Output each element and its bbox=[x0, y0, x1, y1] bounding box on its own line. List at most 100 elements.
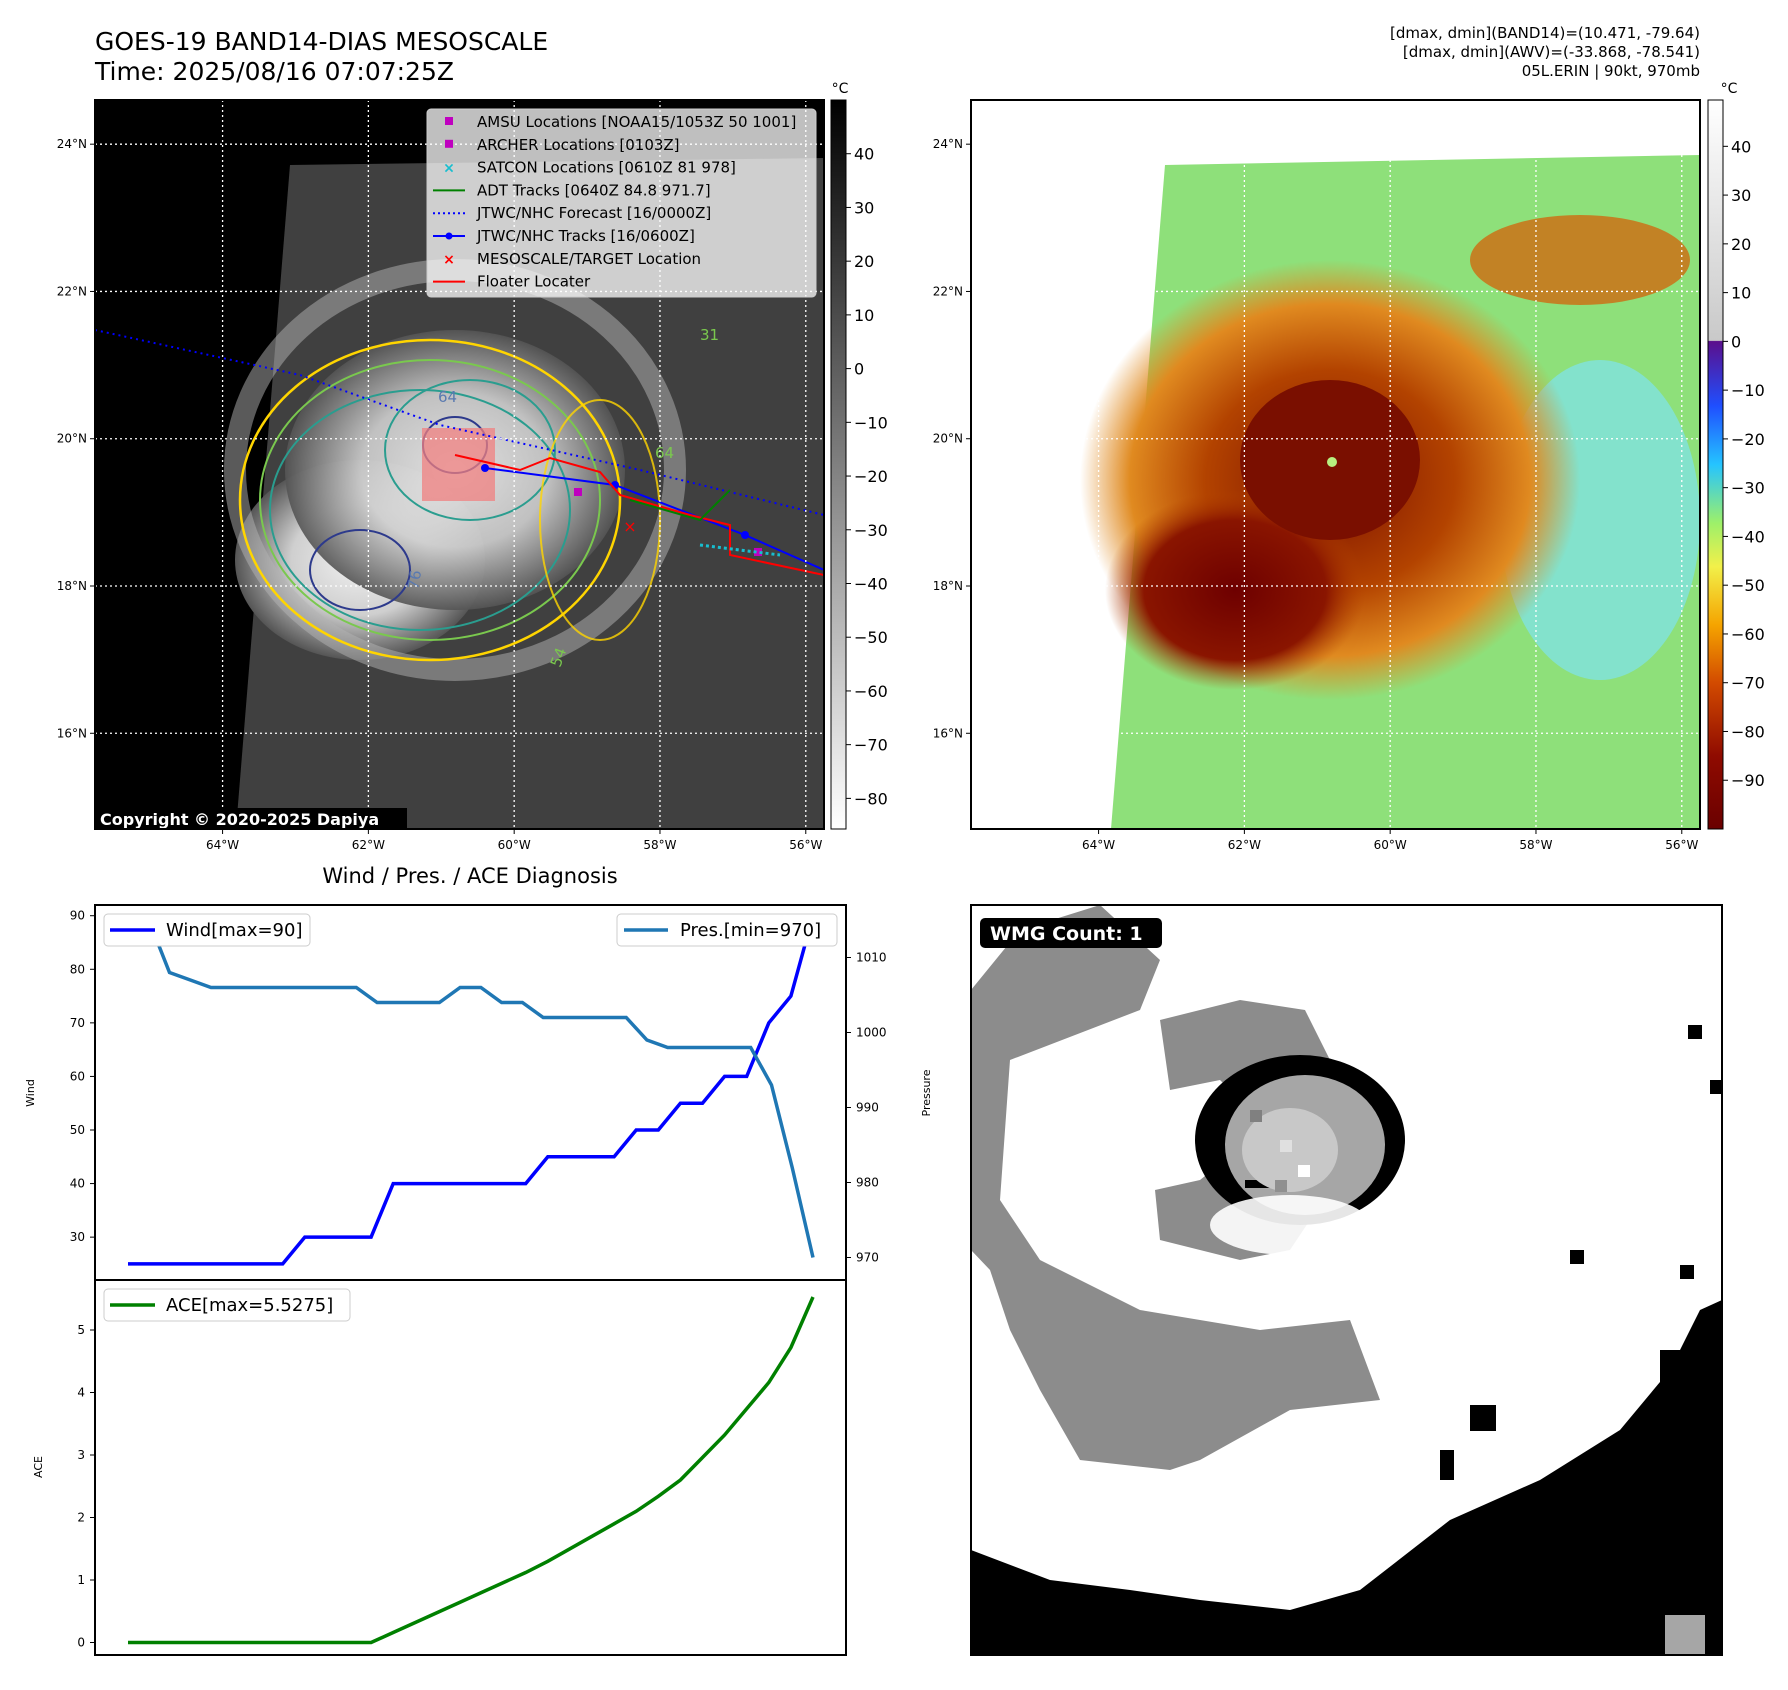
pressure-legend-box bbox=[616, 913, 838, 947]
colorbar-tick-label: −40 bbox=[1731, 527, 1765, 546]
colorbar-tick-label: 0 bbox=[1731, 332, 1741, 351]
legend-label: ARCHER Locations [0103Z] bbox=[477, 136, 680, 154]
colorbar-tick-label: −80 bbox=[854, 789, 888, 808]
wind-tick-label: 30 bbox=[70, 1230, 85, 1244]
wind-tick-label: 60 bbox=[70, 1069, 85, 1083]
ace-legend-box bbox=[103, 1288, 351, 1322]
floater-track bbox=[454, 454, 824, 576]
colorbar-right: °C 40 30 20 10 0 −10 −20 −30 −40 −50 −60 −70 −80 −90 bbox=[1707, 81, 1765, 830]
wmg-black-blob bbox=[1660, 1350, 1722, 1410]
track-point bbox=[741, 531, 749, 539]
colorbar-tick-label: −90 bbox=[1731, 771, 1765, 790]
copyright-text: Copyright © 2020-2025 Dapiya bbox=[100, 810, 379, 829]
contour-green bbox=[259, 359, 601, 641]
lat-tick-label: 20°N bbox=[57, 432, 87, 446]
wind-series-line bbox=[128, 915, 815, 1266]
target-marker: × bbox=[623, 517, 636, 536]
color-cloud-north bbox=[1470, 215, 1690, 305]
legend-marker-square bbox=[445, 139, 453, 148]
pressure-series-line bbox=[128, 918, 815, 1258]
legend-marker-dot bbox=[445, 232, 453, 240]
colorbar-tick-label: 20 bbox=[1731, 235, 1751, 254]
floater-box bbox=[422, 428, 495, 501]
ace-chart: 0 1 2 3 4 5 ACE[max=5.5275] ACE bbox=[32, 1279, 847, 1656]
colorbar-tick-label: −60 bbox=[854, 682, 888, 701]
colorbar-tick-label: 10 bbox=[1731, 284, 1751, 303]
legend-box bbox=[426, 108, 817, 298]
colorbar-tick-label: −50 bbox=[854, 628, 888, 647]
wmg-black-blob bbox=[1710, 1080, 1722, 1094]
lon-tick-label: 64°W bbox=[1082, 838, 1115, 852]
forecast-track bbox=[95, 329, 824, 516]
lon-tick-label: 56°W bbox=[789, 838, 822, 852]
colorbar-tick-label: −10 bbox=[854, 413, 888, 432]
pressure-axis-label: Pressure bbox=[920, 1069, 933, 1116]
lat-tick-label: 24°N bbox=[933, 137, 963, 151]
wind-tick-label: 50 bbox=[70, 1123, 85, 1137]
contour-label: 64 bbox=[438, 388, 457, 406]
wmg-panel: WMG Count: 1 bbox=[970, 904, 1723, 1656]
colorbar-tick-label: −20 bbox=[1731, 430, 1765, 449]
colorbar-tick-label: 30 bbox=[1731, 186, 1751, 205]
color-ir-map-panel: 64°W 62°W 60°W 58°W 56°W 24°N 22°N 20°N 18°N 16°N bbox=[933, 99, 1701, 852]
wmg-black-blob bbox=[1440, 1450, 1454, 1480]
wind-axis-label: Wind bbox=[24, 1079, 37, 1107]
colorbar-tick-label: −60 bbox=[1731, 625, 1765, 644]
ace-tick-label: 3 bbox=[77, 1448, 85, 1462]
legend-label: JTWC/NHC Tracks [16/0600Z] bbox=[476, 227, 695, 245]
color-storm-south bbox=[1105, 490, 1365, 690]
legend-label: AMSU Locations [NOAA15/1053Z 50 1001] bbox=[477, 113, 796, 131]
lon-tick-label: 58°W bbox=[643, 838, 676, 852]
colorbar-tick-label: 0 bbox=[854, 360, 864, 379]
adt-track bbox=[629, 489, 731, 522]
colorbar-tick-label: −30 bbox=[1731, 479, 1765, 498]
wmg-eye-pixel bbox=[1298, 1165, 1310, 1177]
lat-tick-label: 16°N bbox=[933, 726, 963, 740]
info-line2: [dmax, dmin](AWV)=(-33.868, -78.541) bbox=[1403, 43, 1700, 61]
lon-tick-label: 60°W bbox=[1374, 838, 1407, 852]
colorbar-tick-label: 20 bbox=[854, 252, 874, 271]
color-map-frame bbox=[970, 99, 1701, 830]
colorbar-tick-label: −70 bbox=[854, 736, 888, 755]
lon-tick-label: 56°W bbox=[1665, 838, 1698, 852]
contour-label: 31 bbox=[700, 326, 719, 344]
wmg-gray-band bbox=[971, 905, 1380, 1470]
wind-pressure-axes bbox=[94, 904, 847, 1281]
colorbar-left-unit: °C bbox=[832, 81, 849, 97]
copyright-box bbox=[95, 808, 407, 830]
pressure-tick-label: 1010 bbox=[856, 951, 887, 965]
contour-teal bbox=[269, 389, 571, 631]
info-line3: 05L.ERIN | 90kt, 970mb bbox=[1522, 62, 1700, 80]
lon-tick-label: 60°W bbox=[498, 838, 531, 852]
lat-tick-label: 22°N bbox=[933, 284, 963, 298]
lon-tick-label: 62°W bbox=[352, 838, 385, 852]
wmg-white-gap bbox=[1210, 1195, 1370, 1255]
wmg-black-south bbox=[971, 1300, 1722, 1655]
ace-series-line bbox=[128, 1296, 815, 1645]
ace-tick-label: 4 bbox=[77, 1386, 85, 1400]
best-track bbox=[484, 467, 824, 571]
legend-label: MESOSCALE/TARGET Location bbox=[477, 250, 701, 268]
wind-pressure-chart: 30 40 50 60 70 80 90 970 980 990 1000 1010 Wind[max=… bbox=[24, 904, 933, 1281]
ace-legend-label: ACE[max=5.5275] bbox=[166, 1295, 333, 1316]
contour-navy-south bbox=[309, 529, 411, 611]
wind-tick-label: 40 bbox=[70, 1177, 85, 1191]
wmg-black-blob bbox=[1688, 1025, 1702, 1039]
ace-axes bbox=[94, 1279, 847, 1656]
lon-tick-label: 62°W bbox=[1228, 838, 1261, 852]
amsu-marker bbox=[754, 548, 762, 556]
legend-label: SATCON Locations [0610Z 81 978] bbox=[477, 159, 736, 177]
colorbar-tick-label: −40 bbox=[854, 574, 888, 593]
legend-label: Floater Locater bbox=[477, 273, 591, 291]
lon-tick-label: 58°W bbox=[1519, 838, 1552, 852]
lat-tick-label: 20°N bbox=[933, 432, 963, 446]
lat-tick-label: 16°N bbox=[57, 726, 87, 740]
color-map-gridlines: 64°W 62°W 60°W 58°W 56°W 24°N 22°N 20°N 18°N 16°N bbox=[933, 100, 1700, 852]
ace-axis-label: ACE bbox=[32, 1456, 45, 1478]
wmg-pixel bbox=[1250, 1110, 1262, 1122]
wmg-corner-gray bbox=[1665, 1615, 1705, 1655]
color-eye bbox=[1327, 457, 1337, 467]
ace-tick-label: 0 bbox=[77, 1636, 85, 1650]
lon-tick-label: 64°W bbox=[206, 838, 239, 852]
